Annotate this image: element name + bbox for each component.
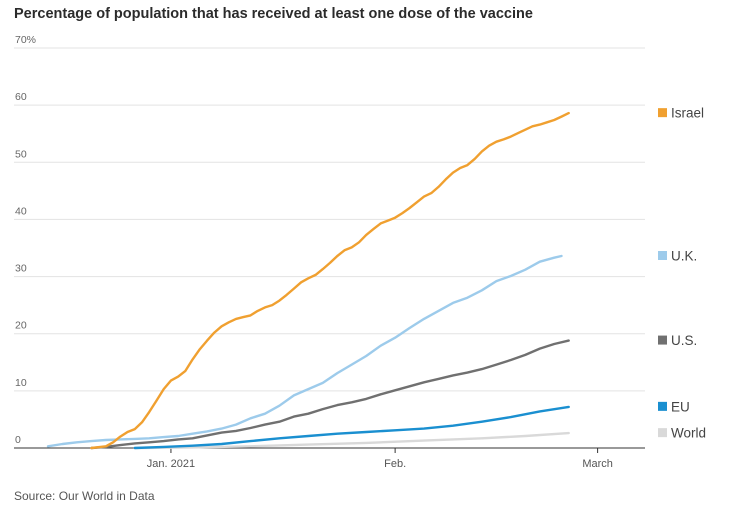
legend-label: EU [671, 399, 690, 414]
y-tick-label: 70% [15, 34, 36, 46]
gridlines [14, 47, 645, 392]
chart-source: Source: Our World in Data [14, 489, 155, 503]
legend-item-world: World [658, 426, 706, 441]
legend-label: World [671, 426, 706, 441]
series-line-world [133, 431, 570, 450]
x-tick-label: March [582, 458, 613, 470]
legend-swatch [658, 251, 667, 260]
series-lines [46, 111, 570, 450]
legend-swatch [658, 335, 667, 345]
legend-label: U.S. [671, 333, 697, 348]
y-tick-label: 10 [15, 377, 27, 389]
legend-label: U.K. [671, 249, 697, 264]
legend-label: Israel [671, 106, 704, 121]
legend-swatch [658, 108, 667, 118]
series-line-eu [133, 405, 570, 450]
x-tick-label: Jan. 2021 [147, 458, 195, 470]
legend: Israel U.K. U.S. EU World [658, 106, 706, 441]
series-line-israel [90, 111, 570, 450]
y-tick-label: 20 [15, 320, 27, 332]
legend-item-us: U.S. [658, 333, 697, 348]
legend-item-uk: U.K. [658, 249, 697, 264]
series-line-uk [46, 254, 563, 448]
chart-title: Percentage of population that has receiv… [14, 6, 533, 22]
y-tick-label: 30 [15, 263, 27, 275]
legend-swatch [658, 401, 667, 411]
legend-item-israel: Israel [658, 106, 704, 121]
legend-swatch [658, 428, 667, 438]
legend-item-eu: EU [658, 399, 690, 414]
y-tick-label: 0 [15, 434, 21, 446]
y-tick-label: 40 [15, 205, 27, 217]
x-tick-label: Feb. [384, 458, 406, 470]
series-line-us [90, 339, 570, 450]
y-tick-label: 50 [15, 148, 27, 160]
y-tick-label: 60 [15, 91, 27, 103]
axes: 0 10 20 30 40 50 60 70% Jan. 2021 Feb. March [14, 34, 645, 470]
